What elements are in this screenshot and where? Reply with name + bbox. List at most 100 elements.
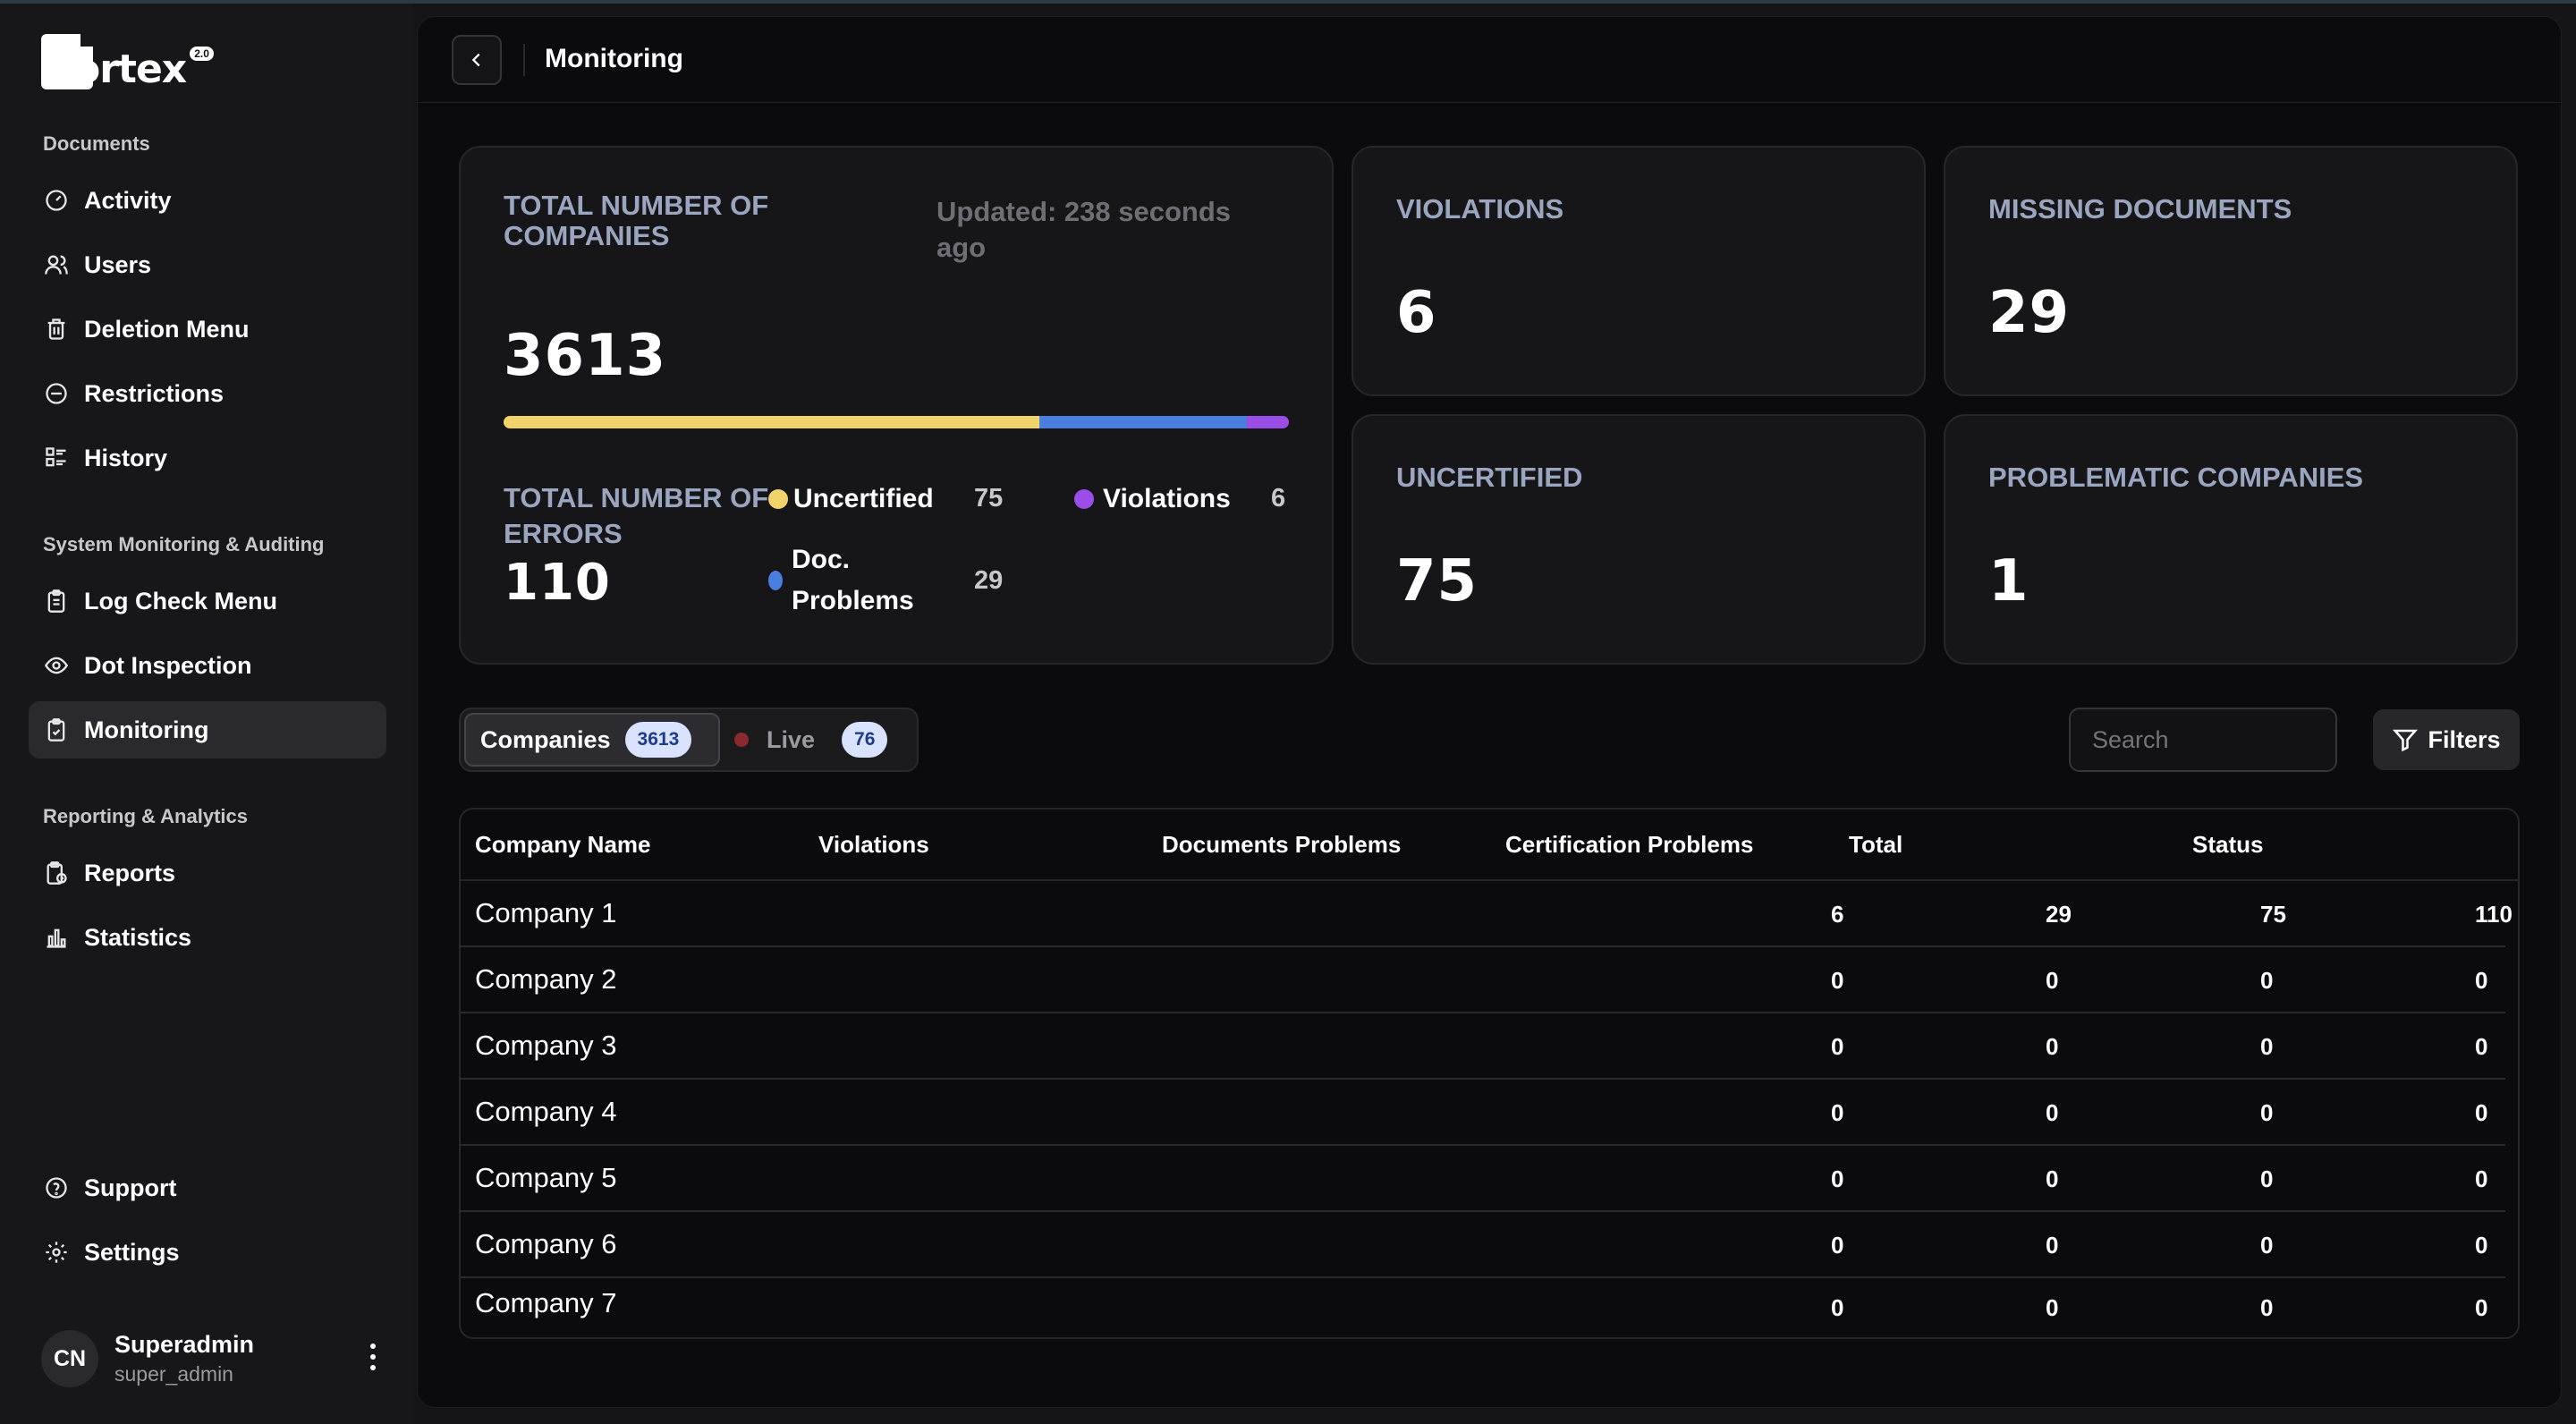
stat-card-violations: VIOLATIONS 6: [1352, 146, 1926, 396]
section-label-system-monitoring: System Monitoring & Auditing: [43, 533, 325, 555]
table-row[interactable]: Company 5 0 0 0 0: [461, 1146, 2505, 1212]
sidebar-item-label: History: [84, 444, 168, 471]
eye-icon: [43, 652, 70, 679]
logo-version-badge: 2.0: [190, 47, 214, 61]
sidebar-item-label: Statistics: [84, 923, 192, 951]
legend-label: Doc. Problems: [792, 545, 914, 615]
tab-companies[interactable]: Companies 3613: [464, 713, 720, 767]
sidebar-item-restrictions[interactable]: Restrictions: [29, 365, 386, 422]
logo-mark: [41, 32, 95, 89]
sidebar-item-log-check-menu[interactable]: Log Check Menu: [29, 572, 386, 630]
legend-dot-yellow: [768, 489, 788, 509]
column-header[interactable]: Company Name: [475, 831, 651, 858]
company-name: Company 5: [475, 1162, 617, 1193]
cell-value: 0: [2046, 1294, 2059, 1321]
table-row[interactable]: Company 7 0 0 0 0: [461, 1278, 2505, 1337]
cell-value: 0: [2046, 1033, 2059, 1060]
stat-label: UNCERTIFIED: [1396, 462, 1583, 493]
errors-progress-bar: [504, 416, 1289, 428]
legend-value: 6: [1271, 484, 1286, 513]
table-header: Company Name Violations Documents Proble…: [461, 809, 2518, 881]
legend-dot-purple: [1074, 489, 1094, 509]
company-name: Company 7: [475, 1287, 617, 1318]
sidebar-item-users[interactable]: Users: [29, 236, 386, 293]
clipboard-icon: [43, 588, 70, 615]
cell-value: 0: [2046, 967, 2059, 994]
sidebar-item-label: Dot Inspection: [84, 651, 252, 679]
chevron-left-icon: [471, 53, 480, 67]
summary-card: TOTAL NUMBER OF COMPANIES Updated: 238 s…: [459, 146, 1334, 665]
column-header[interactable]: Status: [2192, 831, 2264, 858]
column-header[interactable]: Violations: [818, 831, 929, 858]
legend-violations: Violations: [1074, 484, 1231, 514]
cell-value: 0: [1831, 1294, 1844, 1321]
header-divider: [523, 44, 525, 76]
cell-value: 0: [1831, 1099, 1844, 1126]
section-label-reporting: Reporting & Analytics: [43, 805, 248, 827]
legend-label: Uncertified: [793, 484, 934, 513]
cell-value: 0: [2475, 1232, 2488, 1259]
more-vertical-icon[interactable]: [369, 1343, 377, 1370]
activity-icon: [43, 187, 70, 214]
filter-icon: [2393, 729, 2419, 752]
count-badge: 76: [842, 722, 888, 758]
filters-button[interactable]: Filters: [2373, 709, 2520, 770]
table-row[interactable]: Company 4 0 0 0 0: [461, 1080, 2505, 1146]
sidebar-item-dot-inspection[interactable]: Dot Inspection: [29, 637, 386, 694]
sidebar: ortex 2.0 Documents Activity Users Delet…: [0, 4, 413, 1424]
table-row[interactable]: Company 1 6 29 75 110: [461, 881, 2512, 947]
stat-label: MISSING DOCUMENTS: [1988, 193, 2292, 225]
sidebar-item-label: Settings: [84, 1238, 180, 1266]
app-logo[interactable]: ortex 2.0: [41, 30, 214, 93]
cell-value: 0: [2475, 1033, 2488, 1060]
view-tabs: Companies 3613 Live 76: [459, 708, 919, 772]
table-row[interactable]: Company 3 0 0 0 0: [461, 1013, 2505, 1080]
stat-value: 75: [1396, 548, 1479, 615]
user-handle: super_admin: [114, 1362, 233, 1386]
window-top-border: [0, 0, 2576, 4]
section-label-documents: Documents: [43, 132, 150, 155]
column-header[interactable]: Documents Problems: [1162, 831, 1402, 858]
table-row[interactable]: Company 2 0 0 0 0: [461, 947, 2505, 1013]
user-profile[interactable]: CN Superadmin super_admin: [41, 1327, 390, 1390]
sidebar-item-label: Users: [84, 250, 152, 278]
sidebar-item-statistics[interactable]: Statistics: [29, 909, 386, 966]
live-indicator-dot: [734, 733, 749, 747]
search-input[interactable]: [2069, 708, 2337, 772]
cell-value: 75: [2260, 901, 2286, 928]
sidebar-item-activity[interactable]: Activity: [29, 172, 386, 229]
sidebar-item-history[interactable]: History: [29, 429, 386, 487]
legend-doc-problems: Doc. Problems: [768, 539, 926, 622]
total-companies-value: 3613: [504, 323, 667, 389]
company-name: Company 3: [475, 1030, 617, 1061]
sidebar-item-label: Support: [84, 1174, 177, 1201]
sidebar-item-settings[interactable]: Settings: [29, 1224, 386, 1281]
sidebar-item-monitoring[interactable]: Monitoring: [29, 701, 386, 759]
history-icon: [43, 445, 70, 471]
sidebar-item-support[interactable]: Support: [29, 1159, 386, 1216]
cell-value: 0: [1831, 1033, 1844, 1060]
total-companies-label: TOTAL NUMBER OF COMPANIES: [504, 190, 769, 251]
stat-value: 1: [1988, 548, 2029, 615]
updated-text: Updated: 238 seconds ago: [936, 196, 1232, 263]
sidebar-item-reports[interactable]: Reports: [29, 844, 386, 902]
cell-value: 0: [1831, 1232, 1844, 1259]
filters-label: Filters: [2428, 725, 2501, 753]
table-row[interactable]: Company 6 0 0 0 0: [461, 1212, 2505, 1278]
legend-value: 75: [974, 484, 1004, 513]
tab-live[interactable]: Live 76: [734, 713, 888, 767]
back-button[interactable]: [452, 35, 502, 85]
column-header[interactable]: Certification Problems: [1505, 831, 1754, 858]
legend-value: 29: [974, 566, 1004, 595]
trash-icon: [43, 316, 70, 343]
column-header[interactable]: Total: [1849, 831, 1903, 858]
sidebar-item-label: Log Check Menu: [84, 587, 278, 615]
count-badge: 3613: [624, 722, 692, 758]
cell-value: 110: [2475, 901, 2512, 928]
total-errors-label: TOTAL NUMBER OF ERRORS: [504, 482, 769, 549]
clipboard-check-icon: [43, 716, 70, 743]
gear-icon: [43, 1239, 70, 1266]
avatar: CN: [41, 1330, 98, 1387]
tab-label: Companies: [480, 725, 611, 753]
sidebar-item-deletion-menu[interactable]: Deletion Menu: [29, 301, 386, 358]
